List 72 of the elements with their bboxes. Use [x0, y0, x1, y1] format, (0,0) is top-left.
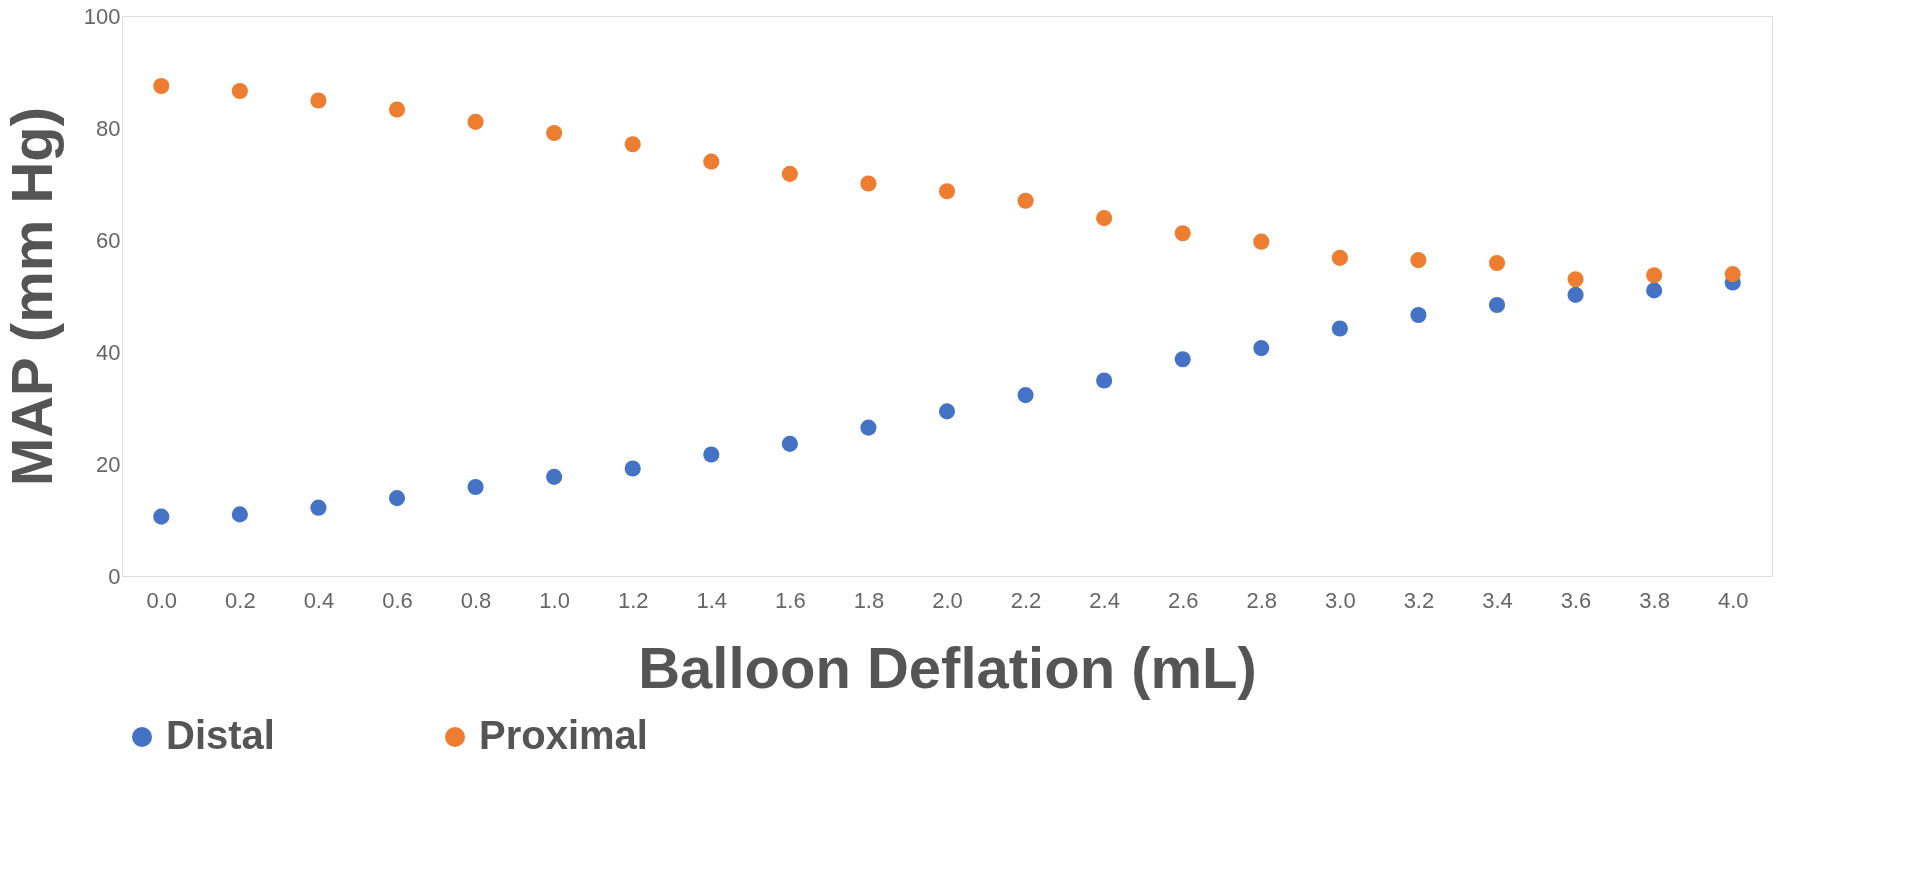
point [1174, 351, 1191, 368]
point [781, 165, 798, 182]
x-tick-label: 1.0 [539, 587, 570, 613]
x-tick-label: 0.4 [303, 587, 335, 613]
x-tick-label: 0.8 [460, 587, 492, 613]
x-tick-label: 3.0 [1325, 587, 1356, 613]
point [1253, 233, 1270, 250]
point [624, 136, 641, 153]
point [938, 183, 956, 200]
y-tick-label: 60 [96, 227, 121, 253]
x-tick-label: 3.8 [1639, 587, 1670, 613]
x-tick-label: 2.0 [932, 587, 963, 613]
point [1488, 296, 1506, 314]
point [1646, 267, 1663, 284]
point [703, 446, 720, 463]
x-tick-label: 3.2 [1403, 587, 1435, 613]
x-tick-label: 3.6 [1560, 587, 1592, 613]
x-tick-label: 1.6 [775, 587, 806, 613]
point [388, 101, 406, 118]
x-tick-label: 0.0 [146, 587, 178, 613]
point [1253, 340, 1270, 357]
point [467, 478, 484, 496]
x-tick-label: 2.6 [1167, 587, 1199, 613]
point [1174, 225, 1191, 242]
point [388, 490, 406, 507]
x-tick-label: 0.6 [382, 587, 413, 613]
legend-label: Proximal [479, 713, 648, 757]
x-tick-label: 1.2 [617, 587, 649, 613]
point [1567, 286, 1584, 303]
legend-label: Distal [166, 713, 275, 757]
point [231, 82, 248, 100]
point [1331, 249, 1348, 266]
point [1488, 254, 1506, 272]
point [860, 419, 877, 436]
point [1331, 320, 1348, 337]
point [1096, 210, 1113, 227]
point [703, 153, 720, 170]
point [624, 460, 641, 477]
point [860, 175, 877, 192]
x-tick-label: 1.8 [853, 587, 885, 613]
point [1017, 192, 1034, 209]
point [1410, 306, 1427, 324]
y-tick-label: 80 [96, 115, 121, 141]
x-tick-label: 0.2 [225, 587, 256, 613]
point [467, 113, 484, 130]
y-tick-label: 20 [96, 451, 121, 477]
point [1017, 387, 1034, 404]
x-tick-label: 3.4 [1482, 587, 1513, 613]
point [153, 508, 170, 525]
point [153, 77, 170, 95]
point [310, 92, 327, 109]
y-tick-label: 100 [83, 3, 121, 29]
point [938, 403, 956, 420]
x-tick-label: 2.8 [1246, 587, 1278, 613]
point [231, 506, 248, 523]
point [1567, 271, 1584, 288]
point [1096, 372, 1113, 389]
x-tick-label: 2.4 [1089, 587, 1120, 613]
point [781, 435, 798, 452]
point [546, 124, 563, 142]
y-tick-label: 0 [108, 563, 121, 589]
point [1724, 266, 1741, 283]
y-axis-title: MAP (mm Hg) [0, 106, 64, 487]
x-tick-label: 1.4 [696, 587, 728, 613]
point [1646, 282, 1663, 299]
x-tick-label: 2.2 [1010, 587, 1042, 613]
point [310, 499, 327, 516]
x-axis-title: Balloon Deflation (mL) [638, 634, 1257, 700]
y-tick-label: 40 [96, 339, 121, 365]
x-tick-label: 4.0 [1717, 587, 1749, 613]
point [1410, 252, 1427, 269]
point [546, 468, 563, 485]
